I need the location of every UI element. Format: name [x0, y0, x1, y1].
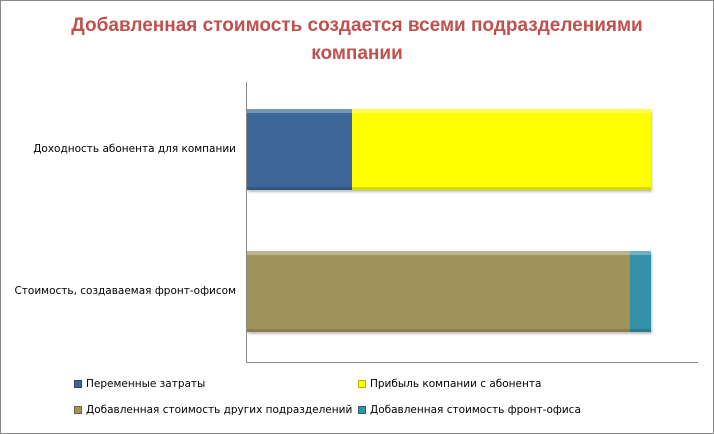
- category-label-front-office: Стоимость, создаваемая фронт-офисом: [14, 285, 236, 297]
- legend-label: Добавленная стоимость других подразделен…: [86, 404, 353, 416]
- category-label-revenue: Доходность абонента для компании: [33, 143, 236, 155]
- legend-swatch-icon: [358, 380, 366, 388]
- bar-revenue: [247, 109, 651, 190]
- bar-front-office: [247, 251, 651, 332]
- legend-swatch-icon: [74, 380, 82, 388]
- y-axis: [246, 82, 247, 363]
- bar-segment: [247, 251, 631, 332]
- bar-segment: [247, 109, 352, 190]
- legend-swatch-icon: [74, 406, 82, 414]
- legend-item-variable-costs: Переменные затраты: [74, 378, 205, 390]
- chart-title-line-1: Добавленная стоимость создается всеми по…: [71, 15, 643, 36]
- legend-item-other-departments: Добавленная стоимость других подразделен…: [74, 404, 352, 416]
- legend-item-profit: Прибыль компании с абонента: [358, 378, 541, 390]
- legend-item-front-office: Добавленная стоимость фронт-офиса: [358, 404, 581, 416]
- legend-swatch-icon: [358, 406, 366, 414]
- x-axis: [246, 362, 698, 363]
- chart-title-line-2: компании: [311, 43, 403, 64]
- legend-label: Прибыль компании с абонента: [370, 378, 542, 390]
- chart-title: Добавленная стоимость создается всеми по…: [0, 12, 714, 68]
- legend-label: Переменные затраты: [86, 378, 206, 390]
- bar-segment: [630, 251, 651, 332]
- bar-segment: [351, 109, 651, 190]
- legend-label: Добавленная стоимость фронт-офиса: [370, 404, 581, 416]
